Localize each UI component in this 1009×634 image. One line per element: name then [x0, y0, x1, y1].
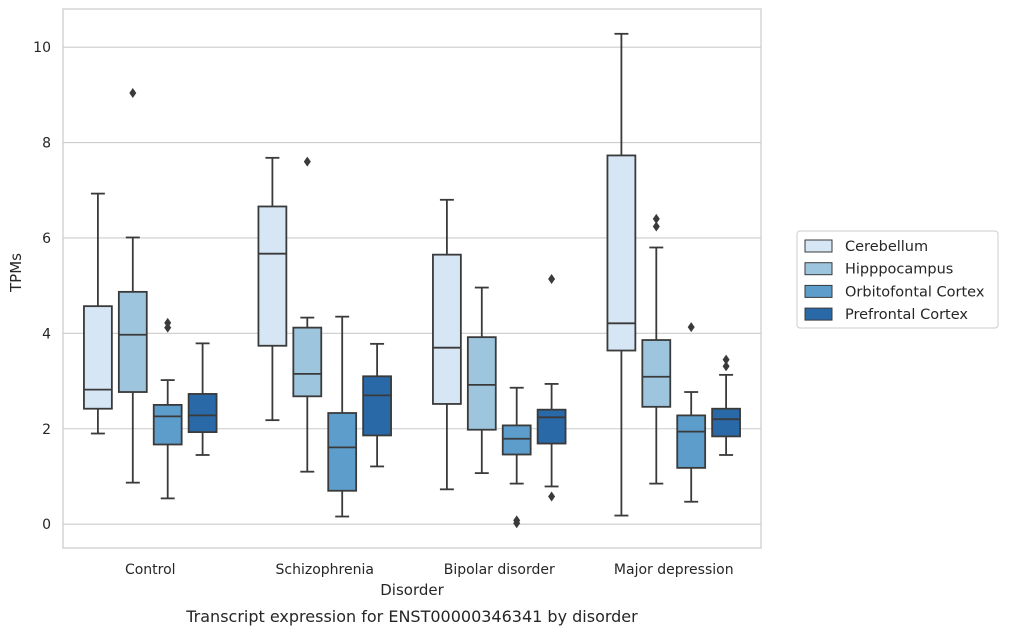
outlier-point [652, 213, 660, 224]
legend-label: Hipppocampus [845, 262, 953, 278]
y-tick-label: 0 [42, 517, 51, 533]
outlier-point [548, 491, 556, 502]
box-cerebellum [257, 156, 288, 422]
box-cerebellum [83, 192, 113, 435]
iqr-box [83, 305, 113, 410]
iqr-box [676, 414, 707, 469]
legend-swatch [804, 284, 833, 298]
iqr-box [466, 336, 497, 431]
box-prefrontal-cortex [711, 354, 741, 456]
box-orbitofontal-cortex [501, 386, 532, 529]
outlier-point [687, 322, 695, 333]
outlier-point [548, 273, 556, 284]
box-cerebellum [432, 198, 462, 491]
y-tick-label: 2 [42, 422, 51, 438]
iqr-box [152, 404, 183, 446]
iqr-box [432, 253, 462, 405]
box-prefrontal-cortex [187, 342, 218, 456]
plot-area-frame [62, 8, 762, 549]
legend-label: Cerebellum [845, 239, 928, 255]
box-orbitofontal-cortex [152, 317, 183, 500]
y-tick-label: 10 [33, 40, 51, 56]
iqr-box [711, 407, 741, 438]
outlier-point [513, 515, 521, 526]
iqr-box [362, 375, 392, 437]
outlier-point [129, 87, 137, 98]
y-tick-label: 8 [42, 136, 51, 152]
iqr-box [641, 339, 672, 408]
legend-label: Orbitofontal Cortex [845, 284, 985, 300]
iqr-box [257, 205, 288, 347]
outlier-point [303, 156, 311, 167]
box-cerebellum [606, 32, 637, 517]
iqr-box [606, 154, 637, 352]
legend-swatch [804, 262, 833, 276]
legend-label: Prefrontal Cortex [845, 307, 968, 323]
box-hipppocampus [641, 213, 672, 485]
legend-frame [796, 230, 999, 329]
outlier-point [722, 361, 730, 372]
box-hipppocampus [466, 286, 497, 475]
box-hipppocampus [292, 156, 323, 473]
box-orbitofontal-cortex [327, 315, 358, 518]
box-orbitofontal-cortex [676, 322, 707, 503]
x-tick-label: Major depression [614, 562, 734, 578]
iqr-box [327, 412, 358, 492]
x-tick-label: Bipolar disorder [444, 562, 555, 578]
x-axis-title: Disorder [380, 581, 444, 599]
iqr-box [536, 408, 567, 445]
x-tick-label: Control [125, 562, 176, 578]
iqr-box [187, 393, 218, 433]
box-plot-series [83, 32, 741, 529]
y-tick-label: 6 [42, 231, 51, 247]
y-tick-label: 4 [42, 326, 51, 342]
chart-caption: Transcript expression for ENST0000034634… [185, 607, 638, 626]
legend-swatch [804, 239, 833, 253]
legend: Cerebellum Hipppocampus Orbitofontal Corte… [796, 230, 999, 329]
iqr-box [501, 424, 532, 456]
x-tick-label: Schizophrenia [276, 562, 374, 578]
y-axis-ticks: 0 2 4 6 8 10 [33, 40, 51, 533]
x-axis-ticks: Control Schizophrenia Bipolar disorder Majo… [125, 562, 734, 578]
iqr-box [292, 326, 323, 398]
box-prefrontal-cortex [536, 273, 567, 502]
outlier-point [722, 354, 730, 365]
y-axis-title: TPMs [7, 253, 25, 293]
legend-swatch [804, 307, 833, 321]
box-hipppocampus [117, 87, 148, 484]
outlier-point [164, 317, 172, 328]
outlier-point [652, 221, 660, 232]
iqr-box [117, 290, 148, 393]
box-prefrontal-cortex [362, 342, 392, 468]
